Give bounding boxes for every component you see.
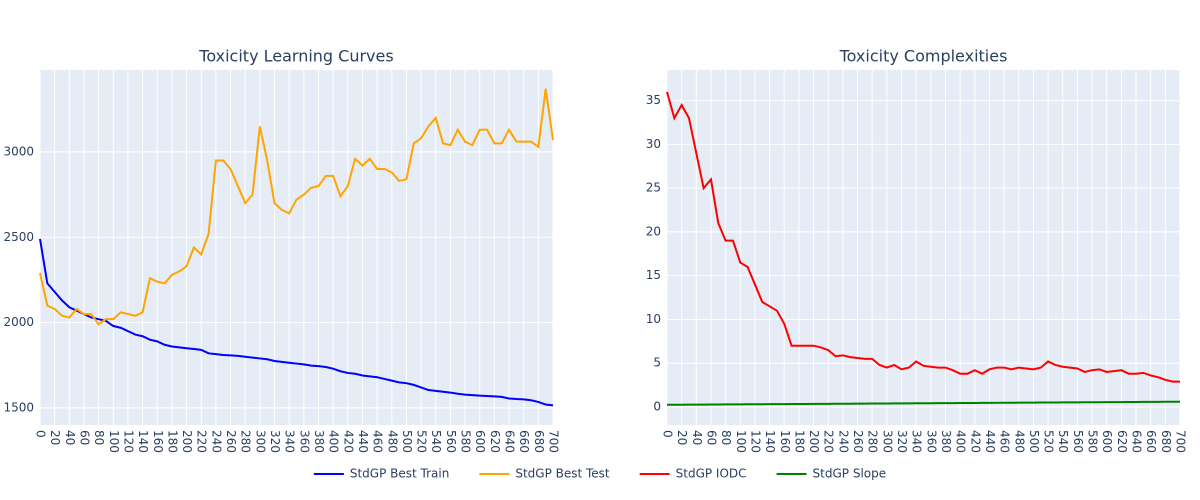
- x-tick-label: 440: [356, 430, 370, 453]
- x-tick-label: 640: [503, 430, 517, 453]
- y-tick-label: 2000: [3, 315, 34, 329]
- plot-area: [667, 70, 1180, 425]
- x-tick-label: 160: [151, 430, 165, 453]
- legend-label: StdGP Slope: [813, 467, 887, 481]
- legend: StdGP Best Train StdGP Best Test StdGP IOD…: [313, 467, 887, 481]
- x-tick-label: 500: [1027, 430, 1041, 453]
- chart-title: Toxicity Complexities: [839, 47, 1008, 66]
- x-tick-label: 380: [939, 430, 953, 453]
- x-tick-label: 660: [517, 430, 531, 453]
- x-tick-label: 260: [224, 430, 238, 453]
- x-tick-label: 480: [385, 430, 399, 453]
- x-tick-label: 520: [1042, 430, 1056, 453]
- x-tick-label: 200: [180, 430, 194, 453]
- x-tick-label: 80: [719, 430, 733, 445]
- x-tick-label: 600: [1100, 430, 1114, 453]
- x-tick-label: 460: [998, 430, 1012, 453]
- x-tick-label: 0: [661, 430, 675, 438]
- y-tick-label: 10: [646, 312, 661, 326]
- x-tick-label: 240: [836, 430, 850, 453]
- x-tick-label: 240: [209, 430, 223, 453]
- x-tick-label: 680: [532, 430, 546, 453]
- y-tick-label: 1500: [3, 400, 34, 414]
- y-tick-label: 20: [646, 224, 661, 238]
- x-tick-label: 700: [1174, 430, 1188, 453]
- x-tick-label: 660: [1144, 430, 1158, 453]
- x-tick-label: 540: [429, 430, 443, 453]
- data-line: [666, 400, 1181, 406]
- x-tick-label: 360: [297, 430, 311, 453]
- x-tick-label: 400: [327, 430, 341, 453]
- x-tick-label: 120: [748, 430, 762, 453]
- legend-label: StdGP IODC: [676, 467, 747, 481]
- x-tick-label: 480: [1012, 430, 1026, 453]
- y-tick-label: 3000: [3, 144, 34, 158]
- x-tick-label: 220: [822, 430, 836, 453]
- x-tick-label: 20: [48, 430, 62, 445]
- x-tick-label: 300: [880, 430, 894, 453]
- x-tick-label: 560: [444, 430, 458, 453]
- x-tick-label: 440: [983, 430, 997, 453]
- data-line: [39, 88, 554, 326]
- y-tick-label: 5: [653, 356, 661, 370]
- y-tick-label: 30: [646, 137, 661, 151]
- x-tick-label: 380: [312, 430, 326, 453]
- x-tick-label: 40: [690, 430, 704, 445]
- x-tick-label: 140: [763, 430, 777, 453]
- x-tick-label: 160: [778, 430, 792, 453]
- plot-area: [40, 70, 553, 425]
- x-tick-label: 320: [268, 430, 282, 453]
- x-tick-label: 280: [239, 430, 253, 453]
- x-tick-label: 100: [734, 430, 748, 453]
- x-tick-label: 580: [459, 430, 473, 453]
- x-tick-label: 700: [547, 430, 561, 453]
- x-tick-label: 180: [792, 430, 806, 453]
- x-tick-label: 60: [77, 430, 91, 445]
- y-tick-label: 15: [646, 268, 661, 282]
- x-tick-label: 560: [1071, 430, 1085, 453]
- x-tick-label: 220: [195, 430, 209, 453]
- x-tick-label: 0: [34, 430, 48, 438]
- y-tick-label: 25: [646, 181, 661, 195]
- x-tick-label: 280: [866, 430, 880, 453]
- x-tick-label: 400: [954, 430, 968, 453]
- x-tick-label: 300: [253, 430, 267, 453]
- x-tick-label: 540: [1056, 430, 1070, 453]
- x-tick-label: 200: [807, 430, 821, 453]
- x-tick-label: 680: [1159, 430, 1173, 453]
- y-tick-label: 35: [646, 93, 661, 107]
- x-tick-label: 80: [92, 430, 106, 445]
- x-tick-label: 620: [1115, 430, 1129, 453]
- data-line: [39, 238, 554, 407]
- x-tick-label: 500: [400, 430, 414, 453]
- x-tick-label: 460: [371, 430, 385, 453]
- x-tick-label: 140: [136, 430, 150, 453]
- x-tick-label: 600: [473, 430, 487, 453]
- x-tick-label: 340: [910, 430, 924, 453]
- x-tick-label: 320: [895, 430, 909, 453]
- y-tick-label: 2500: [3, 230, 34, 244]
- x-tick-label: 180: [165, 430, 179, 453]
- y-tick-label: 0: [653, 399, 661, 413]
- x-tick-label: 100: [107, 430, 121, 453]
- x-tick-label: 420: [341, 430, 355, 453]
- legend-label: StdGP Best Test: [515, 467, 610, 481]
- x-tick-label: 620: [488, 430, 502, 453]
- legend-label: StdGP Best Train: [350, 467, 449, 481]
- x-tick-label: 260: [851, 430, 865, 453]
- x-tick-label: 120: [121, 430, 135, 453]
- x-tick-label: 520: [415, 430, 429, 453]
- x-tick-label: 580: [1086, 430, 1100, 453]
- x-tick-label: 420: [968, 430, 982, 453]
- x-tick-label: 340: [283, 430, 297, 453]
- x-tick-label: 60: [704, 430, 718, 445]
- x-tick-label: 360: [924, 430, 938, 453]
- x-tick-label: 640: [1130, 430, 1144, 453]
- data-line: [666, 91, 1180, 383]
- x-tick-label: 20: [675, 430, 689, 445]
- x-tick-label: 40: [63, 430, 77, 445]
- chart-title: Toxicity Learning Curves: [198, 47, 393, 66]
